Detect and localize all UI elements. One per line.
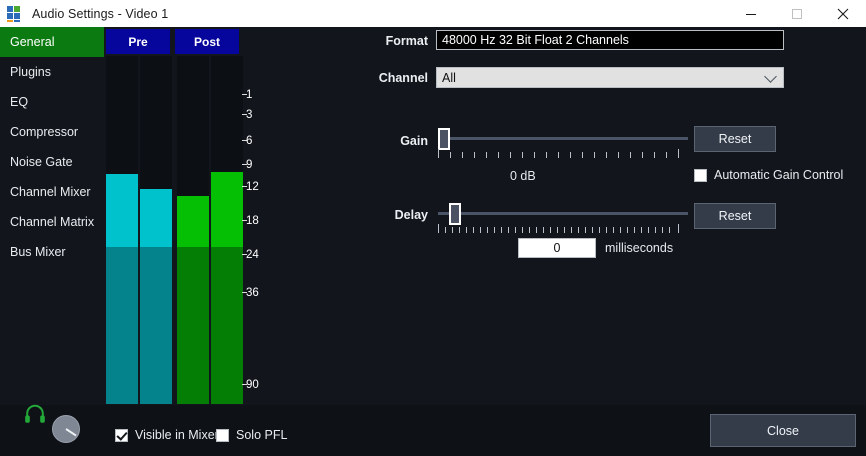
sidebar-item-label: Channel Matrix <box>10 215 95 229</box>
delay-reset-button[interactable]: Reset <box>694 203 776 229</box>
visible-in-mixer-checkbox[interactable] <box>115 428 128 442</box>
automatic-gain-control-row[interactable]: Automatic Gain Control <box>694 168 843 182</box>
sidebar-item-label: Channel Mixer <box>10 185 91 199</box>
delay-slider-track[interactable] <box>438 212 688 215</box>
delay-value-input[interactable]: 0 <box>518 238 596 258</box>
meter-header-row: Pre Post <box>104 29 284 55</box>
meter-fill-lit <box>106 174 138 247</box>
delay-slider-thumb[interactable] <box>449 203 461 225</box>
format-value: 48000 Hz 32 Bit Float 2 Channels <box>442 33 629 47</box>
automatic-gain-control-label: Automatic Gain Control <box>714 168 844 182</box>
meter-scale: 1 3 6 9 12 18 24 36 90 <box>242 56 284 404</box>
title-bar: Audio Settings - Video 1 <box>0 0 866 27</box>
sidebar: General Plugins EQ Compressor Noise Gate… <box>0 27 104 405</box>
dialog-body: General Plugins EQ Compressor Noise Gate… <box>0 27 866 456</box>
delay-reset-label: Reset <box>718 209 752 223</box>
meter-fill-lit <box>140 189 172 247</box>
volume-knob-icon[interactable] <box>52 415 80 443</box>
sidebar-item-general[interactable]: General <box>0 27 104 57</box>
meter-bar-post-left <box>177 56 209 404</box>
solo-pfl-label: Solo PFL <box>236 428 288 442</box>
window-controls <box>728 0 866 27</box>
app-icon <box>7 5 23 22</box>
visible-in-mixer-label: Visible in Mixer <box>135 428 219 442</box>
close-dialog-button[interactable]: Close <box>710 414 856 447</box>
gain-reset-button[interactable]: Reset <box>694 126 776 152</box>
delay-slider[interactable] <box>438 202 688 233</box>
sidebar-item-label: Bus Mixer <box>10 245 66 259</box>
post-meter-label: Post <box>193 34 220 49</box>
meter-fill <box>106 174 138 404</box>
sidebar-item-label: Noise Gate <box>10 155 73 169</box>
channel-label: Channel <box>378 71 428 85</box>
meter-fill-dim <box>140 247 172 404</box>
sidebar-item-channel-matrix[interactable]: Channel Matrix <box>0 207 104 237</box>
sidebar-item-plugins[interactable]: Plugins <box>0 57 104 87</box>
sidebar-item-label: Compressor <box>10 125 79 139</box>
close-button[interactable] <box>820 0 866 27</box>
channel-select[interactable]: All <box>436 67 784 88</box>
meter-fill-dim <box>106 247 138 404</box>
meter-bar-post-right <box>211 56 243 404</box>
meter-fill-lit <box>211 172 243 247</box>
sidebar-item-label: EQ <box>10 95 29 109</box>
window-title: Audio Settings - Video 1 <box>32 6 169 21</box>
format-field[interactable]: 48000 Hz 32 Bit Float 2 Channels <box>436 30 784 50</box>
meter-fill-lit <box>177 196 209 247</box>
sidebar-item-eq[interactable]: EQ <box>0 87 104 117</box>
sidebar-item-noise-gate[interactable]: Noise Gate <box>0 147 104 177</box>
delay-value: 0 <box>553 241 561 255</box>
meter-fill <box>140 189 172 404</box>
footer-bar: Visible in Mixer Solo PFL Close <box>0 404 866 456</box>
solo-pfl-row[interactable]: Solo PFL <box>216 428 287 442</box>
meter-fill <box>211 172 243 404</box>
pre-meter-label: Pre <box>128 34 148 49</box>
sidebar-item-label: General <box>10 35 55 49</box>
meter-fill-dim <box>211 247 243 404</box>
general-settings-form: Format 48000 Hz 32 Bit Float 2 Channels … <box>300 27 866 405</box>
headphones-icon[interactable] <box>24 404 46 429</box>
gain-label: Gain <box>400 134 428 148</box>
meter-bar-pre-left <box>106 56 138 404</box>
format-label: Format <box>385 34 428 48</box>
post-meter-button[interactable]: Post <box>175 29 239 54</box>
meter-fill <box>177 196 209 404</box>
pre-meter-button[interactable]: Pre <box>106 29 170 54</box>
gain-value-text: 0 dB <box>510 169 536 183</box>
gain-slider-thumb[interactable] <box>438 128 450 150</box>
maximize-button[interactable] <box>774 0 820 27</box>
meter-bar-pre-right <box>140 56 172 404</box>
automatic-gain-control-checkbox[interactable] <box>694 168 707 182</box>
close-dialog-label: Close <box>767 423 799 438</box>
sidebar-item-label: Plugins <box>10 65 51 79</box>
sidebar-item-compressor[interactable]: Compressor <box>0 117 104 147</box>
meter-fill-dim <box>177 247 209 404</box>
gain-reset-label: Reset <box>718 132 752 146</box>
delay-units-label: milliseconds <box>605 241 674 255</box>
sidebar-item-bus-mixer[interactable]: Bus Mixer <box>0 237 104 267</box>
visible-in-mixer-row[interactable]: Visible in Mixer <box>115 428 219 442</box>
minimize-button[interactable] <box>728 0 774 27</box>
chevron-down-icon <box>764 69 777 83</box>
gain-slider-ticks <box>438 149 688 158</box>
delay-label: Delay <box>394 208 428 222</box>
gain-slider[interactable] <box>438 127 688 158</box>
meter-bars: 1 3 6 9 12 18 24 36 90 <box>104 56 284 404</box>
sidebar-item-channel-mixer[interactable]: Channel Mixer <box>0 177 104 207</box>
level-meter-panel: Pre Post <box>104 27 284 425</box>
solo-pfl-checkbox[interactable] <box>216 428 229 442</box>
channel-value: All <box>442 70 456 85</box>
gain-slider-track[interactable] <box>438 137 688 140</box>
delay-slider-ticks <box>438 224 688 233</box>
